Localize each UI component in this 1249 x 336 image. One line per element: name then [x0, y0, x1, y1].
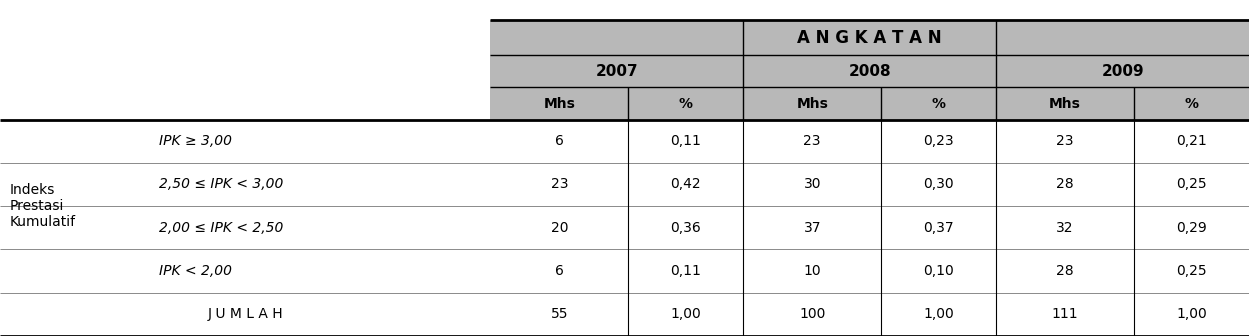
Text: 1,00: 1,00 [923, 307, 954, 321]
Text: %: % [932, 96, 945, 111]
Text: 20: 20 [551, 221, 568, 235]
Text: 0,21: 0,21 [1177, 134, 1207, 148]
Text: 30: 30 [803, 177, 821, 192]
Text: Indeks
Prestasi
Kumulatif: Indeks Prestasi Kumulatif [10, 183, 76, 229]
Text: 2,00 ≤ IPK < 2,50: 2,00 ≤ IPK < 2,50 [160, 221, 284, 235]
Text: 6: 6 [555, 134, 563, 148]
Text: 111: 111 [1052, 307, 1078, 321]
Text: 0,11: 0,11 [671, 264, 701, 278]
Bar [491, 87, 1249, 120]
Text: 2007: 2007 [596, 64, 638, 79]
Text: 0,23: 0,23 [923, 134, 954, 148]
Text: 0,29: 0,29 [1177, 221, 1207, 235]
Text: 23: 23 [1057, 134, 1074, 148]
Text: 0,25: 0,25 [1177, 177, 1207, 192]
Text: 0,30: 0,30 [923, 177, 954, 192]
Text: IPK ≥ 3,00: IPK ≥ 3,00 [160, 134, 232, 148]
Text: 0,25: 0,25 [1177, 264, 1207, 278]
Text: %: % [678, 96, 693, 111]
Text: Mhs: Mhs [797, 96, 828, 111]
Bar [491, 55, 1249, 87]
Text: 0,42: 0,42 [671, 177, 701, 192]
Text: 28: 28 [1057, 177, 1074, 192]
Text: 0,37: 0,37 [923, 221, 954, 235]
Text: J U M L A H: J U M L A H [207, 307, 284, 321]
Text: 0,11: 0,11 [671, 134, 701, 148]
Text: 32: 32 [1057, 221, 1074, 235]
Text: 100: 100 [799, 307, 826, 321]
Text: 0,10: 0,10 [923, 264, 954, 278]
Bar [491, 20, 1249, 55]
Text: 1,00: 1,00 [1177, 307, 1207, 321]
Text: 55: 55 [551, 307, 568, 321]
Text: 6: 6 [555, 264, 563, 278]
Text: 28: 28 [1057, 264, 1074, 278]
Text: 0,36: 0,36 [671, 221, 701, 235]
Text: Mhs: Mhs [543, 96, 576, 111]
Text: IPK < 2,00: IPK < 2,00 [160, 264, 232, 278]
Text: %: % [1184, 96, 1199, 111]
Text: A N G K A T A N: A N G K A T A N [797, 29, 942, 47]
Text: 2009: 2009 [1102, 64, 1144, 79]
Text: 23: 23 [803, 134, 821, 148]
Text: 23: 23 [551, 177, 568, 192]
Text: 37: 37 [803, 221, 821, 235]
Text: Mhs: Mhs [1049, 96, 1082, 111]
Text: 2,50 ≤ IPK < 3,00: 2,50 ≤ IPK < 3,00 [160, 177, 284, 192]
Text: 2008: 2008 [848, 64, 891, 79]
Text: 10: 10 [803, 264, 821, 278]
Text: 1,00: 1,00 [671, 307, 701, 321]
